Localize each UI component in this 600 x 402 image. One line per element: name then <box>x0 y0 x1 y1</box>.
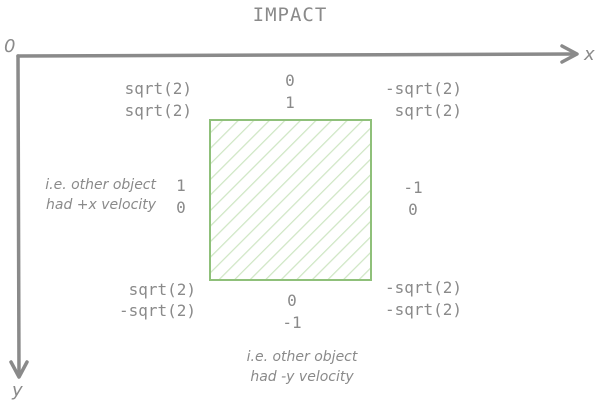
edge-right-y: 0 <box>408 200 418 219</box>
corner-bottom-right-y: -sqrt(2) <box>384 300 462 319</box>
edge-top-y: 1 <box>285 93 295 112</box>
bottom-note-line-2: had -y velocity <box>250 369 354 385</box>
bottom-note-line-1: i.e. other object <box>246 349 358 365</box>
edge-left-x: 1 <box>176 176 186 195</box>
corner-bottom-left-y: -sqrt(2) <box>118 301 196 320</box>
x-axis-arrowhead <box>560 44 579 64</box>
corner-bottom-left-x: sqrt(2) <box>128 280 196 299</box>
diagram-title: IMPACT <box>252 4 328 26</box>
corner-top-left-x: sqrt(2) <box>124 79 192 98</box>
corner-top-right-x: -sqrt(2) <box>384 79 462 98</box>
edge-bottom-y: -1 <box>282 313 302 332</box>
y-axis <box>9 54 29 379</box>
impact-box <box>209 119 372 281</box>
edge-bottom-x: 0 <box>287 291 297 310</box>
corner-top-left-y: sqrt(2) <box>124 101 192 120</box>
left-note-line-2: had +x velocity <box>46 197 156 213</box>
x-axis-label: x <box>584 44 595 65</box>
edge-top-x: 0 <box>285 71 295 90</box>
corner-top-right-y: sqrt(2) <box>394 101 462 120</box>
left-note-line-1: i.e. other object <box>45 177 156 193</box>
y-axis-label: y <box>12 380 23 401</box>
edge-left-y: 0 <box>176 198 186 217</box>
y-axis-arrowhead <box>9 360 29 379</box>
corner-bottom-right-x: -sqrt(2) <box>384 278 462 297</box>
edge-right-x: -1 <box>403 178 423 197</box>
x-axis <box>16 44 579 64</box>
origin-label: 0 <box>4 36 16 57</box>
